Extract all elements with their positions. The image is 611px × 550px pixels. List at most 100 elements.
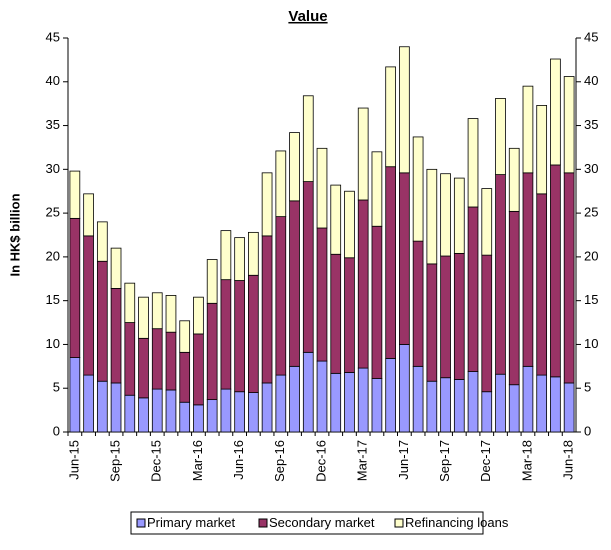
legend-swatch <box>394 518 404 528</box>
y2-tick-label: 30 <box>584 161 598 176</box>
bar-segment <box>138 296 149 339</box>
bar-segment <box>165 295 177 333</box>
bar-segment <box>124 394 136 433</box>
bar-segment <box>371 225 383 379</box>
x-tick-label: Dec-17 <box>478 440 493 482</box>
bar-segment <box>357 199 369 369</box>
legend-label: Refinancing loans <box>405 515 509 530</box>
bar-segment <box>179 401 191 433</box>
bar-segment <box>275 216 287 376</box>
bar-segment <box>385 166 396 359</box>
bar-segment <box>83 235 94 376</box>
bar-segment <box>261 172 273 237</box>
legend-box <box>130 511 484 535</box>
y-tick-label: 45 <box>46 29 60 44</box>
bar-segment <box>234 237 245 281</box>
x-tick-label: Mar-18 <box>519 440 534 481</box>
bar-segment <box>453 177 465 254</box>
bar-segment <box>467 371 479 433</box>
bar-segment <box>165 389 177 433</box>
bar-segment <box>165 331 177 391</box>
bar-segment <box>440 255 451 379</box>
y2-tick-label: 40 <box>584 73 598 88</box>
bar-segment <box>550 164 561 378</box>
y-axis-title: In HK$ billion <box>7 193 22 276</box>
bar-segment <box>412 240 424 367</box>
bar-segment <box>69 217 81 358</box>
bar-segment <box>96 380 108 433</box>
bar-segment <box>563 76 575 174</box>
legend-swatch <box>258 518 268 528</box>
bar-segment <box>248 274 259 393</box>
x-tick-label: Sep-15 <box>107 440 122 482</box>
y2-tick-label: 35 <box>584 117 598 132</box>
bar-segment <box>508 147 520 212</box>
bar-segment <box>289 365 300 433</box>
bar-segment <box>426 263 438 382</box>
bar-segment <box>275 150 287 218</box>
bar-segment <box>536 374 548 433</box>
bar-segment <box>536 193 548 376</box>
bar-segment <box>344 257 355 373</box>
bar-segment <box>69 170 81 219</box>
chart-title: Value <box>288 8 327 25</box>
bar-segment <box>151 328 163 390</box>
bar-segment <box>453 379 465 433</box>
bar-segment <box>275 374 287 433</box>
bar-segment <box>563 172 575 384</box>
bar-segment <box>508 384 520 433</box>
legend-swatch <box>136 518 146 528</box>
y2-tick-label: 25 <box>584 205 598 220</box>
bar-segment <box>96 260 108 382</box>
bar-segment <box>151 388 163 433</box>
y2-tick-label: 5 <box>584 380 591 395</box>
bar-segment <box>234 391 245 433</box>
bar-segment <box>467 206 479 372</box>
bar-segment <box>124 282 136 323</box>
bar-segment <box>330 253 342 374</box>
bar-segment <box>522 365 534 433</box>
x-tick-label: Mar-17 <box>355 440 370 481</box>
bar-segment <box>522 172 534 367</box>
bar-segment <box>316 227 328 362</box>
bar-segment <box>302 351 314 433</box>
bar-segment <box>426 380 438 433</box>
bar-segment <box>440 377 451 433</box>
y-tick-label: 20 <box>46 248 60 263</box>
x-tick-label: Jun-18 <box>561 440 576 480</box>
bar-segment <box>302 181 314 353</box>
bar-segment <box>316 147 328 229</box>
bar-segment <box>261 235 273 384</box>
bar-segment <box>206 302 218 401</box>
x-tick-label: Dec-16 <box>313 440 328 482</box>
legend-label: Primary market <box>147 515 236 530</box>
x-tick-label: Dec-15 <box>149 440 164 482</box>
bar-segment <box>138 337 149 399</box>
bar-segment <box>399 172 410 345</box>
bar-segment <box>357 107 369 201</box>
bar-segment <box>495 373 506 433</box>
bar-segment <box>550 376 561 433</box>
x-tick-label: Jun-15 <box>66 440 81 480</box>
bar-segment <box>495 98 506 175</box>
x-tick-label: Sep-16 <box>272 440 287 482</box>
bar-segment <box>234 280 245 393</box>
bar-segment <box>344 372 355 433</box>
bar-segment <box>302 95 314 182</box>
bar-segment <box>344 190 355 259</box>
bar-segment <box>481 254 493 393</box>
y-tick-label: 30 <box>46 161 60 176</box>
bar-segment <box>110 247 122 289</box>
y-tick-label: 35 <box>46 117 60 132</box>
bar-segment <box>289 200 300 367</box>
y-tick-label: 0 <box>53 423 60 438</box>
bar-segment <box>563 382 575 433</box>
bar-segment <box>179 320 191 353</box>
bar-segment <box>481 391 493 433</box>
bar-segment <box>495 174 506 375</box>
bar-segment <box>138 397 149 433</box>
y-tick-label: 15 <box>46 292 60 307</box>
bar-segment <box>330 184 342 255</box>
bar-segment <box>385 66 396 168</box>
